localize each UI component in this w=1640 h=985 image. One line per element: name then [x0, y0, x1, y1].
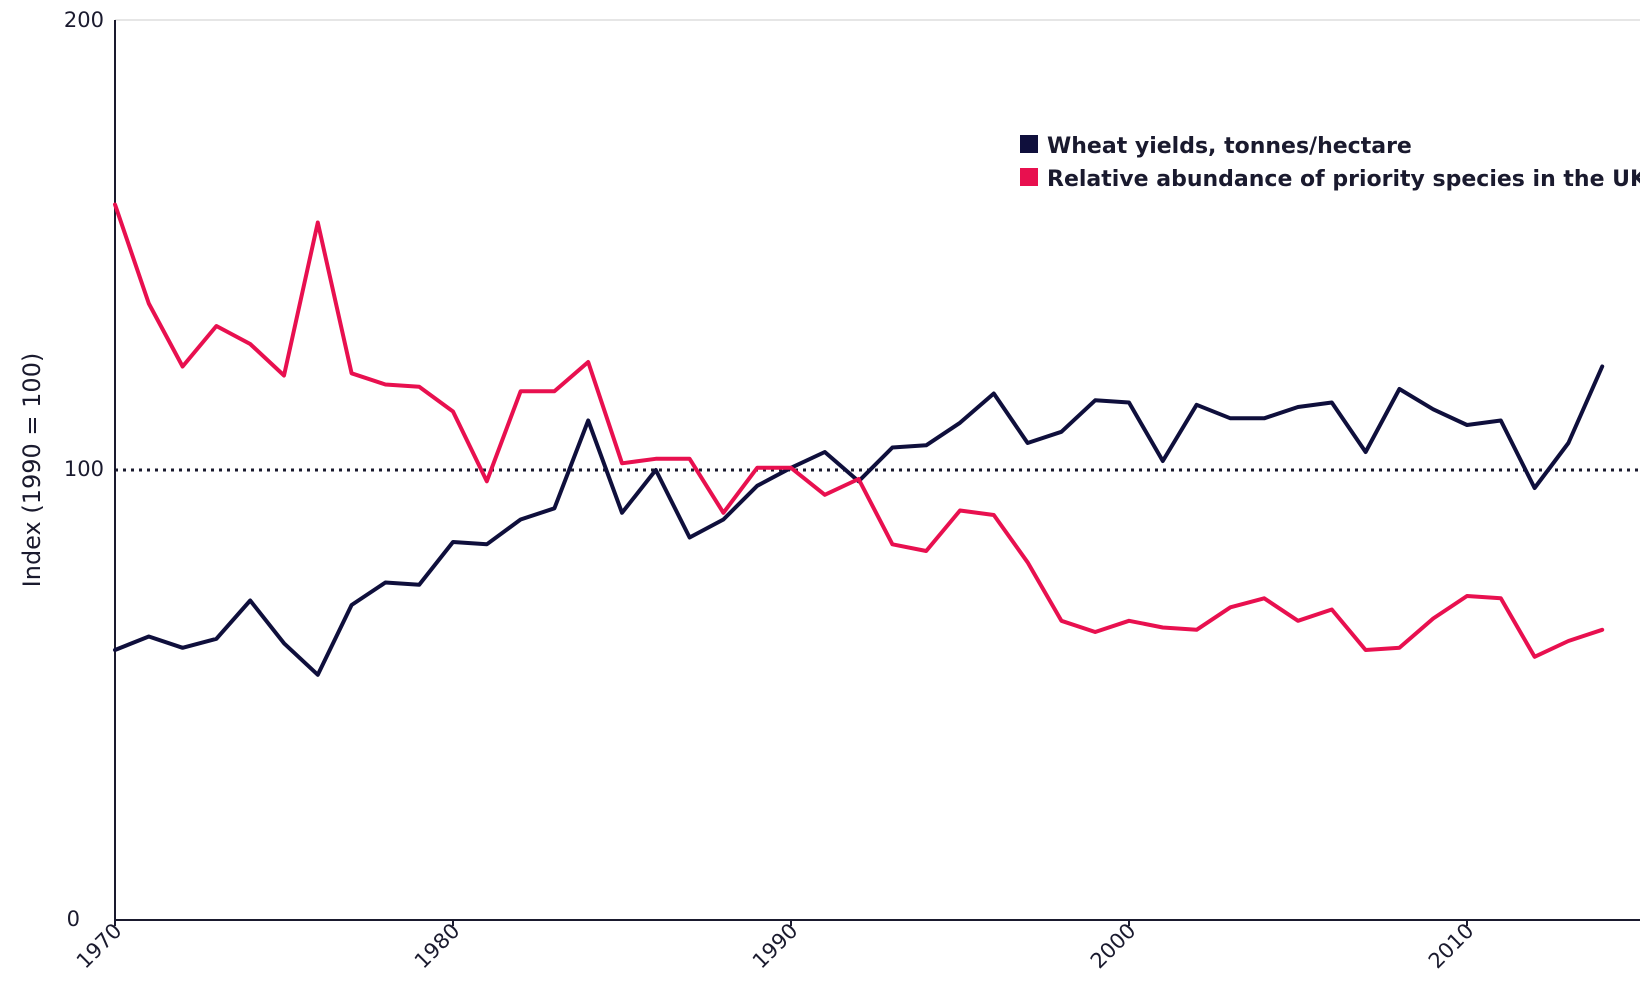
x-tick-label-1990: 1990: [748, 919, 803, 974]
legend-swatch-wheat-yields: [1020, 135, 1038, 153]
x-tick-label-2000: 2000: [1086, 919, 1141, 974]
y-tick-label-200: 200: [64, 8, 104, 32]
y-axis-title: Index (1990 = 100): [18, 353, 46, 588]
legend-swatch-priority-species: [1020, 168, 1038, 186]
legend-label-priority-species: Relative abundance of priority species i…: [1047, 167, 1640, 192]
series-line-priority-species: [113, 202, 1605, 659]
legend: Wheat yields, tonnes/hectare Relative ab…: [1020, 134, 1640, 192]
y-tick-label-0: 0: [67, 907, 80, 931]
y-tick-labels: 0 100 200: [64, 8, 104, 931]
x-tick-label-2010: 2010: [1424, 919, 1479, 974]
y-tick-label-100: 100: [64, 457, 104, 481]
x-tick-label-1980: 1980: [410, 919, 465, 974]
series-line-wheat-yields: [113, 364, 1605, 677]
x-tick-group: 1970 1980 1990 2000 2010: [72, 919, 1479, 974]
legend-label-wheat-yields: Wheat yields, tonnes/hectare: [1047, 134, 1412, 159]
